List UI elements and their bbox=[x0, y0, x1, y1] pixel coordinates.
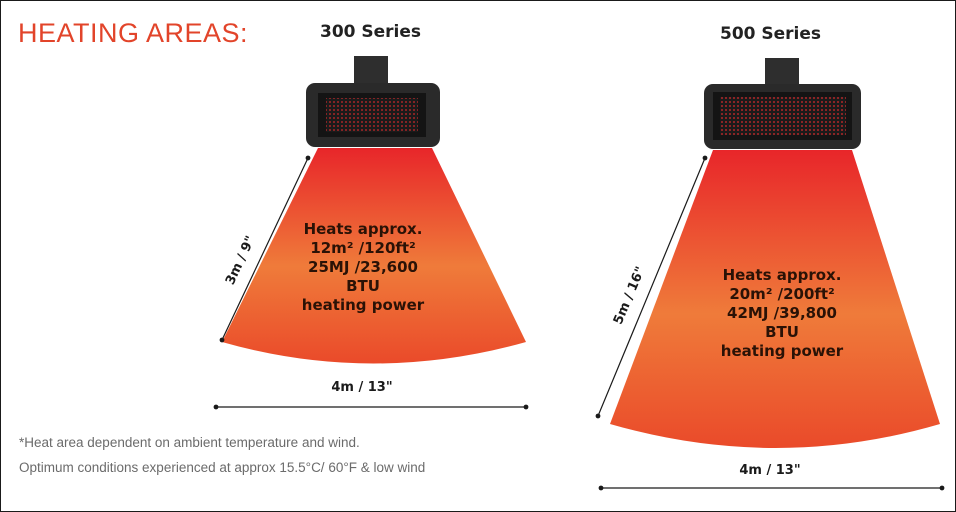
note-optimum-conditions: Optimum conditions experienced at approx… bbox=[19, 460, 426, 475]
dim-300-width-label: 4m / 13" bbox=[331, 380, 392, 395]
heater-300 bbox=[222, 56, 526, 364]
heat-500-line-2: 20m² /200ft² bbox=[729, 285, 835, 303]
dim-500-side-line bbox=[595, 155, 708, 419]
heat-info-500: Heats approx. 20m² /200ft² 42MJ /39,800 … bbox=[692, 266, 872, 361]
heat-500-line-5: heating power bbox=[720, 342, 844, 360]
note-heat-area: *Heat area dependent on ambient temperat… bbox=[19, 435, 360, 450]
heat-300-line-5: heating power bbox=[301, 296, 425, 314]
heat-300-line-1: Heats approx. bbox=[303, 220, 423, 238]
page-title: HEATING AREAS: bbox=[18, 18, 249, 48]
heater-300-elements bbox=[326, 98, 418, 132]
series-300-label: 300 Series bbox=[320, 22, 422, 42]
series-500-label: 500 Series bbox=[720, 24, 822, 44]
heat-500-line-4: BTU bbox=[765, 323, 799, 341]
heater-300-mount bbox=[354, 56, 388, 86]
heat-300-line-3: 25MJ /23,600 bbox=[308, 258, 418, 276]
heat-500-line-1: Heats approx. bbox=[722, 266, 842, 284]
dim-500-width-label: 4m / 13" bbox=[739, 463, 800, 478]
heater-500-elements bbox=[720, 97, 846, 135]
heat-info-300: Heats approx. 12m² /120ft² 25MJ /23,600 … bbox=[278, 220, 448, 315]
heater-500-mount bbox=[765, 58, 799, 88]
dim-300-side-line bbox=[219, 155, 311, 343]
heat-300-line-4: BTU bbox=[346, 277, 380, 295]
heat-500-line-3: 42MJ /39,800 bbox=[727, 304, 837, 322]
dim-500-side-label: 5m / 16" bbox=[611, 265, 649, 327]
heat-300-line-2: 12m² /120ft² bbox=[310, 239, 416, 257]
heater-500 bbox=[610, 58, 940, 448]
